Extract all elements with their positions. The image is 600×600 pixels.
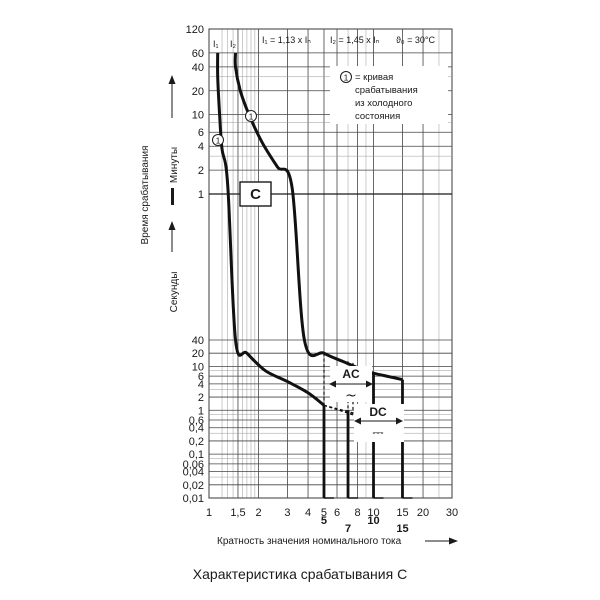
dc-label: DC: [369, 405, 387, 419]
seconds-arrow-head: [168, 221, 176, 230]
chart-caption: Характеристика срабатывания С: [192, 566, 408, 582]
y-tick-label-minutes: 6: [198, 127, 204, 139]
x-marker-label: 15: [396, 523, 408, 535]
curve-label-i2: I₂: [230, 39, 237, 49]
x-marker-label: 10: [367, 515, 379, 527]
zone-c-label: C: [250, 186, 261, 203]
y-tick-label-minutes: 1: [198, 189, 204, 201]
x-tick-label: 6: [334, 507, 340, 519]
section-separator-mark: [171, 188, 174, 205]
y-tick-label-minutes: 4: [198, 141, 204, 153]
x-tick-label: 20: [417, 507, 429, 519]
y-tick-label-seconds: 0,1: [189, 449, 204, 461]
marker-1-legend-text: 1: [344, 73, 349, 83]
marker-1-legend: [340, 71, 352, 83]
y-tick-label-minutes: 40: [192, 62, 204, 74]
y-tick-label-minutes: 20: [192, 86, 204, 98]
ac-label: AC: [342, 367, 360, 381]
x-marker-label: 7: [345, 523, 351, 535]
x-tick-label: 1: [206, 507, 212, 519]
ac-symbol: ~: [345, 388, 357, 404]
header-temperature: ϑ₀ = 30°C: [396, 35, 436, 45]
curve-marker-1-upper: [245, 110, 257, 122]
header-i2: I₂ = 1,45 x Iₙ: [330, 35, 380, 45]
dc-symbol: ⎓: [372, 425, 383, 441]
y-axis-title: Время срабатывания Минуты Секунды: [139, 75, 180, 312]
y-tick-label-seconds: 0,01: [183, 493, 204, 505]
header-i1: I₁ = 1,13 x Iₙ: [262, 35, 311, 45]
x-markers: 5 7 10 15: [321, 515, 409, 535]
x-tick-label: 3: [284, 507, 290, 519]
y-tick-label-minutes: 2: [198, 165, 204, 177]
y-tick-label-seconds: 6: [198, 371, 204, 383]
y-tick-label-seconds: 4: [198, 379, 204, 391]
x-axis-title: Кратность значения номинального тока: [217, 536, 458, 547]
x-tick-label: 1,5: [230, 507, 245, 519]
y-tick-label-seconds: 0,04: [183, 467, 204, 479]
y-tick-label-seconds: 0,02: [183, 480, 204, 492]
dc-arrow-left: [354, 417, 361, 425]
x-tick-label: 5: [321, 507, 327, 519]
region-ac: AC ~: [329, 366, 373, 404]
annotation-line-4: состояния: [355, 111, 400, 122]
x-tick-label: 30: [446, 507, 458, 519]
y-tick-label-minutes: 10: [192, 110, 204, 122]
x-tick-label: 10: [367, 507, 379, 519]
curve-marker-1-lower: [212, 134, 224, 146]
annotation-line-2: срабатывания: [355, 85, 418, 96]
minutes-arrow-head: [168, 75, 176, 84]
y-axis-minutes-label: Минуты: [169, 147, 180, 183]
y-tick-label-seconds: 2: [198, 392, 204, 404]
y-tick-label-seconds: 40: [192, 335, 204, 347]
legend-note: 1 = кривая срабатывания из холодного сос…: [330, 66, 448, 124]
y-axis-main-label: Время срабатывания: [139, 146, 151, 245]
annotation-line-3: из холодного: [355, 98, 412, 109]
x-tick-label: 8: [355, 507, 361, 519]
y-tick-label-seconds: 10: [192, 361, 204, 373]
x-tick-label: 15: [396, 507, 408, 519]
chart-header: I₁ = 1,13 x Iₙ I₂ = 1,45 x Iₙ ϑ₀ = 30°C: [262, 35, 436, 45]
x-tick-label: 2: [255, 507, 261, 519]
curve-marker-1-upper-text: 1: [249, 112, 254, 122]
y-tick-label-seconds: 0,06: [183, 459, 204, 471]
y-tick-label-minutes: 120: [186, 24, 204, 36]
curve-label-i1: I₁: [213, 39, 219, 49]
annotation-line-1: = кривая: [355, 72, 393, 83]
x-axis-arrow-head: [449, 537, 458, 545]
y-tick-label-seconds: 0,2: [189, 436, 204, 448]
curve-markers: 1 1 I₁ I₂: [212, 39, 257, 146]
curve-marker-1-lower-text: 1: [216, 136, 221, 146]
trip-curve-1: [216, 52, 325, 407]
x-axis-label: Кратность значения номинального тока: [217, 536, 402, 547]
y-tick-label-minutes: 60: [192, 48, 204, 60]
y-tick-label-seconds: 20: [192, 348, 204, 360]
ac-arrow-right: [366, 380, 373, 388]
y-axis-seconds-label: Секунды: [169, 272, 180, 313]
x-axis-ticks: 1 1,5 2 3 4 5 6 8 10 15 20 30: [206, 507, 458, 519]
dc-arrow-right: [396, 417, 403, 425]
y-tick-label-seconds: 1: [198, 405, 204, 417]
region-dc: DC ⎓: [354, 404, 404, 442]
x-marker-label: 5: [321, 515, 327, 527]
y-tick-label-seconds: 0,6: [189, 415, 204, 427]
y-axis-ticks: 1246102040601200,010,020,040,060,10,20,4…: [183, 24, 204, 505]
y-tick-label-seconds: 0,4: [189, 423, 204, 435]
x-tick-label: 4: [305, 507, 311, 519]
zone-c-box: C: [239, 181, 272, 207]
ac-arrow-left: [329, 380, 336, 388]
